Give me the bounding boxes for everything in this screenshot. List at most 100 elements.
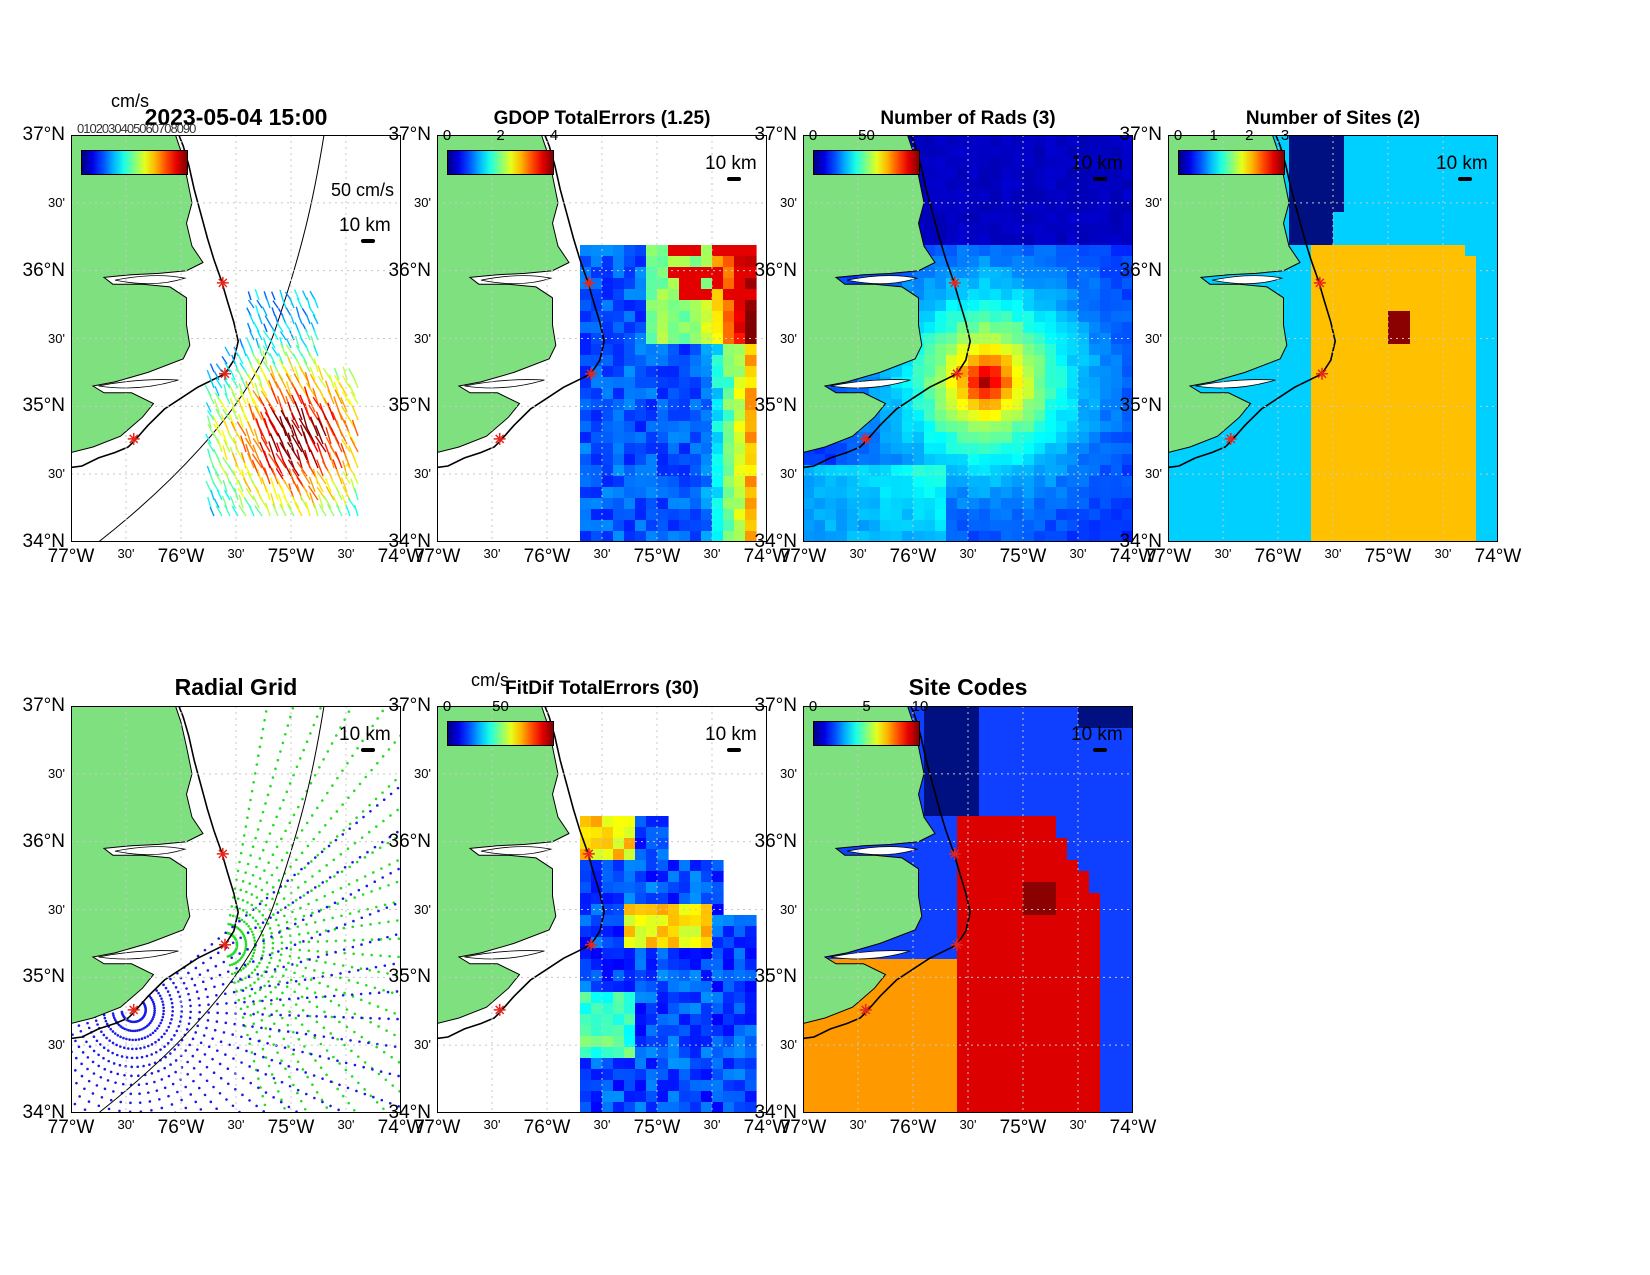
latitude-tick-label: 35°N <box>754 966 797 988</box>
latitude-tick-label: 30' <box>414 1037 431 1053</box>
radar-site-marker[interactable] <box>216 847 229 860</box>
radar-site-marker[interactable] <box>585 367 597 380</box>
longitude-tick-label: 76°W <box>523 546 571 567</box>
latitude-tick-label: 30' <box>48 466 65 482</box>
map-area[interactable] <box>803 135 1133 542</box>
longitude-tick-label: 30' <box>1434 546 1452 561</box>
longitude-tick-label: 30' <box>1069 546 1087 561</box>
scale-label: 10 km <box>1071 724 1123 745</box>
radar-site-marker[interactable] <box>1316 367 1328 380</box>
scale-bar <box>361 748 375 752</box>
map-svg <box>803 706 1133 1113</box>
vector-reference-label: 50 cm/s <box>331 180 395 200</box>
panel-title: FitDif TotalErrors (30) <box>505 678 699 699</box>
land <box>71 706 204 1025</box>
graticule <box>437 135 767 542</box>
sound-water <box>98 275 187 389</box>
current-vectors <box>204 289 359 517</box>
sound-water <box>830 275 919 389</box>
latitude-tick-label: 35°N <box>388 966 431 988</box>
latitude-tick-label: 37°N <box>22 124 65 145</box>
radar-site-marker[interactable] <box>216 276 229 289</box>
radar-site-marker[interactable] <box>219 367 231 380</box>
colorbar-tick-label: 3 <box>1280 127 1290 144</box>
radar-site-marker[interactable] <box>859 1003 872 1016</box>
longitude-tick-label: 77°W <box>413 1117 461 1138</box>
latitude-tick-label: 37°N <box>754 124 797 145</box>
colorbar-tick-label: 0 <box>442 698 452 715</box>
map-area[interactable] <box>803 706 1133 1113</box>
scale-bar <box>1093 748 1107 752</box>
radar-site-marker[interactable] <box>951 367 963 380</box>
latitude-tick-label: 36°N <box>22 830 65 852</box>
panel-title: Radial Grid <box>174 674 298 700</box>
radar-site-marker[interactable] <box>582 847 595 860</box>
longitude-tick-label: 77°W <box>779 546 827 567</box>
longitude-tick-label: 30' <box>483 546 501 561</box>
colorbar <box>447 150 554 175</box>
latitude-tick-label: 30' <box>48 330 65 346</box>
map-area[interactable] <box>437 706 767 1113</box>
radar-site-marker[interactable] <box>493 432 506 445</box>
longitude-tick-label: 30' <box>703 546 721 561</box>
radar-site-marker[interactable] <box>582 276 595 289</box>
longitude-tick-label: 76°W <box>889 546 937 567</box>
radar-site-marker[interactable] <box>219 938 231 951</box>
colorbar-units: cm/s <box>111 91 149 111</box>
longitude-tick-label: 74°W <box>377 1117 425 1138</box>
radar-site-marker[interactable] <box>127 1003 140 1016</box>
colorbar <box>447 721 554 746</box>
longitude-tick-label: 30' <box>703 1117 721 1132</box>
longitude-tick-label: 30' <box>1214 546 1232 561</box>
gdop-cells <box>580 245 757 542</box>
radar-site-marker[interactable] <box>127 432 140 445</box>
longitude-tick-label: 30' <box>849 1117 867 1132</box>
longitude-tick-label: 75°W <box>999 1117 1047 1138</box>
sound-water <box>830 846 919 960</box>
map-area[interactable] <box>1168 135 1498 542</box>
radar-site-marker[interactable] <box>948 847 961 860</box>
latitude-tick-label: 30' <box>780 1037 797 1053</box>
longitude-tick-label: 30' <box>849 546 867 561</box>
latitude-tick-label: 30' <box>48 1037 65 1053</box>
scale-label: 10 km <box>1071 153 1123 174</box>
latitude-tick-label: 36°N <box>22 259 65 281</box>
longitude-tick-label: 74°W <box>1474 546 1522 567</box>
latitude-tick-label: 34°N <box>754 1102 797 1123</box>
map-svg <box>71 135 401 542</box>
radar-site-marker[interactable] <box>948 276 961 289</box>
radar-site-marker[interactable] <box>859 432 872 445</box>
radar-site-marker[interactable] <box>1224 432 1237 445</box>
latitude-tick-label: 30' <box>48 194 65 210</box>
colorbar-tick-label: 50 <box>492 698 509 715</box>
land <box>803 135 936 454</box>
longitude-tick-label: 75°W <box>267 1117 315 1138</box>
colorbar-tick-label: 0 <box>808 127 818 144</box>
radar-site-marker[interactable] <box>585 938 597 951</box>
longitude-tick-label: 30' <box>483 1117 501 1132</box>
longitude-tick-label: 74°W <box>743 1117 791 1138</box>
graticule <box>803 135 1133 542</box>
radar-site-marker[interactable] <box>493 1003 506 1016</box>
longitude-tick-label: 30' <box>117 546 135 561</box>
map-area[interactable] <box>437 135 767 542</box>
colorbar-tick-label: 50 <box>858 127 875 144</box>
radar-site-marker[interactable] <box>951 938 963 951</box>
latitude-tick-label: 30' <box>414 194 431 210</box>
scale-label: 10 km <box>705 153 757 174</box>
radar-site-marker[interactable] <box>1313 276 1326 289</box>
map-area[interactable] <box>71 135 401 542</box>
longitude-tick-label: 75°W <box>633 1117 681 1138</box>
scale-label: 10 km <box>339 215 391 236</box>
longitude-tick-label: 30' <box>227 1117 245 1132</box>
colorbar-tick-label: 0 <box>442 127 452 144</box>
panel-title: Number of Rads (3) <box>880 108 1056 129</box>
longitude-tick-label: 77°W <box>47 546 95 567</box>
longitude-tick-label: 30' <box>959 1117 977 1132</box>
latitude-tick-label: 35°N <box>22 966 65 988</box>
map-area[interactable] <box>71 706 401 1113</box>
longitude-tick-label: 30' <box>593 1117 611 1132</box>
latitude-tick-label: 37°N <box>22 695 65 716</box>
latitude-tick-label: 30' <box>780 194 797 210</box>
latitude-tick-label: 37°N <box>1119 124 1162 145</box>
